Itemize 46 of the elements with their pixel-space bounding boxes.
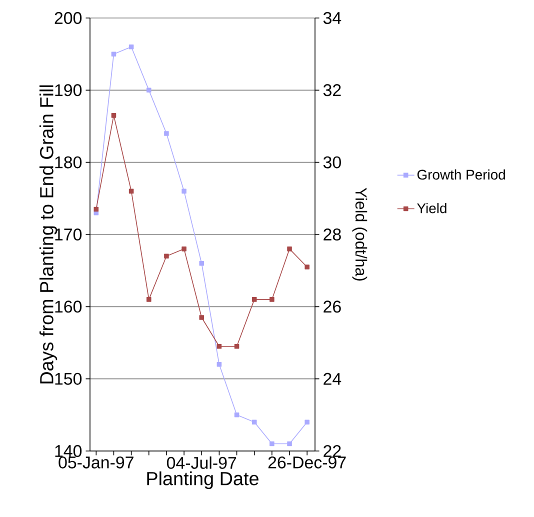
y-tick-label: 170: [55, 228, 82, 240]
point: [146, 297, 152, 302]
y-tick-label: 140: [55, 445, 82, 457]
y-tick-label: 150: [55, 372, 82, 385]
y2-tick-label: 24: [324, 372, 342, 385]
y2-tick-label: 30: [323, 156, 341, 168]
y2-axis-title: Yield (odt/ha): [352, 188, 368, 281]
y2-tick-label: 22: [324, 445, 341, 457]
y-tick-label: 160: [55, 300, 82, 313]
point: [111, 113, 116, 118]
point: [270, 441, 274, 446]
point: [182, 246, 186, 252]
point: [128, 44, 134, 50]
point: [234, 412, 240, 418]
legend-label: Growth Period: [417, 169, 505, 180]
x-tick-label: 26-Dec-97: [268, 456, 346, 468]
point: [146, 88, 152, 93]
legend-label: Yield: [417, 202, 446, 214]
x-tick-label: 04-Jul-97: [166, 456, 236, 469]
point: [270, 297, 274, 302]
point: [94, 206, 99, 212]
point: [252, 420, 257, 425]
point: [216, 362, 222, 367]
point: [252, 297, 257, 302]
point: [287, 441, 292, 446]
point: [287, 246, 292, 252]
y2-tick-label: 32: [323, 84, 341, 96]
point: [199, 260, 204, 266]
point: [216, 344, 222, 349]
y-tick-label: 200: [54, 12, 82, 24]
y2-tick-label: 28: [324, 228, 341, 240]
point: [234, 344, 240, 349]
y-tick-label: 190: [55, 84, 82, 96]
point: [164, 254, 169, 259]
point: [182, 188, 186, 194]
point: [128, 188, 134, 194]
point: [164, 131, 169, 136]
point: [304, 264, 310, 270]
point: [199, 315, 204, 320]
x-tick-label: 05-Jan-97: [58, 456, 134, 468]
y2-tick-label: 34: [323, 12, 342, 24]
point: [304, 420, 310, 425]
y2-tick-label: 26: [324, 300, 341, 313]
y-tick-label: 180: [55, 156, 82, 168]
x-axis-title: Planting Date: [147, 471, 258, 490]
point: [111, 52, 116, 56]
